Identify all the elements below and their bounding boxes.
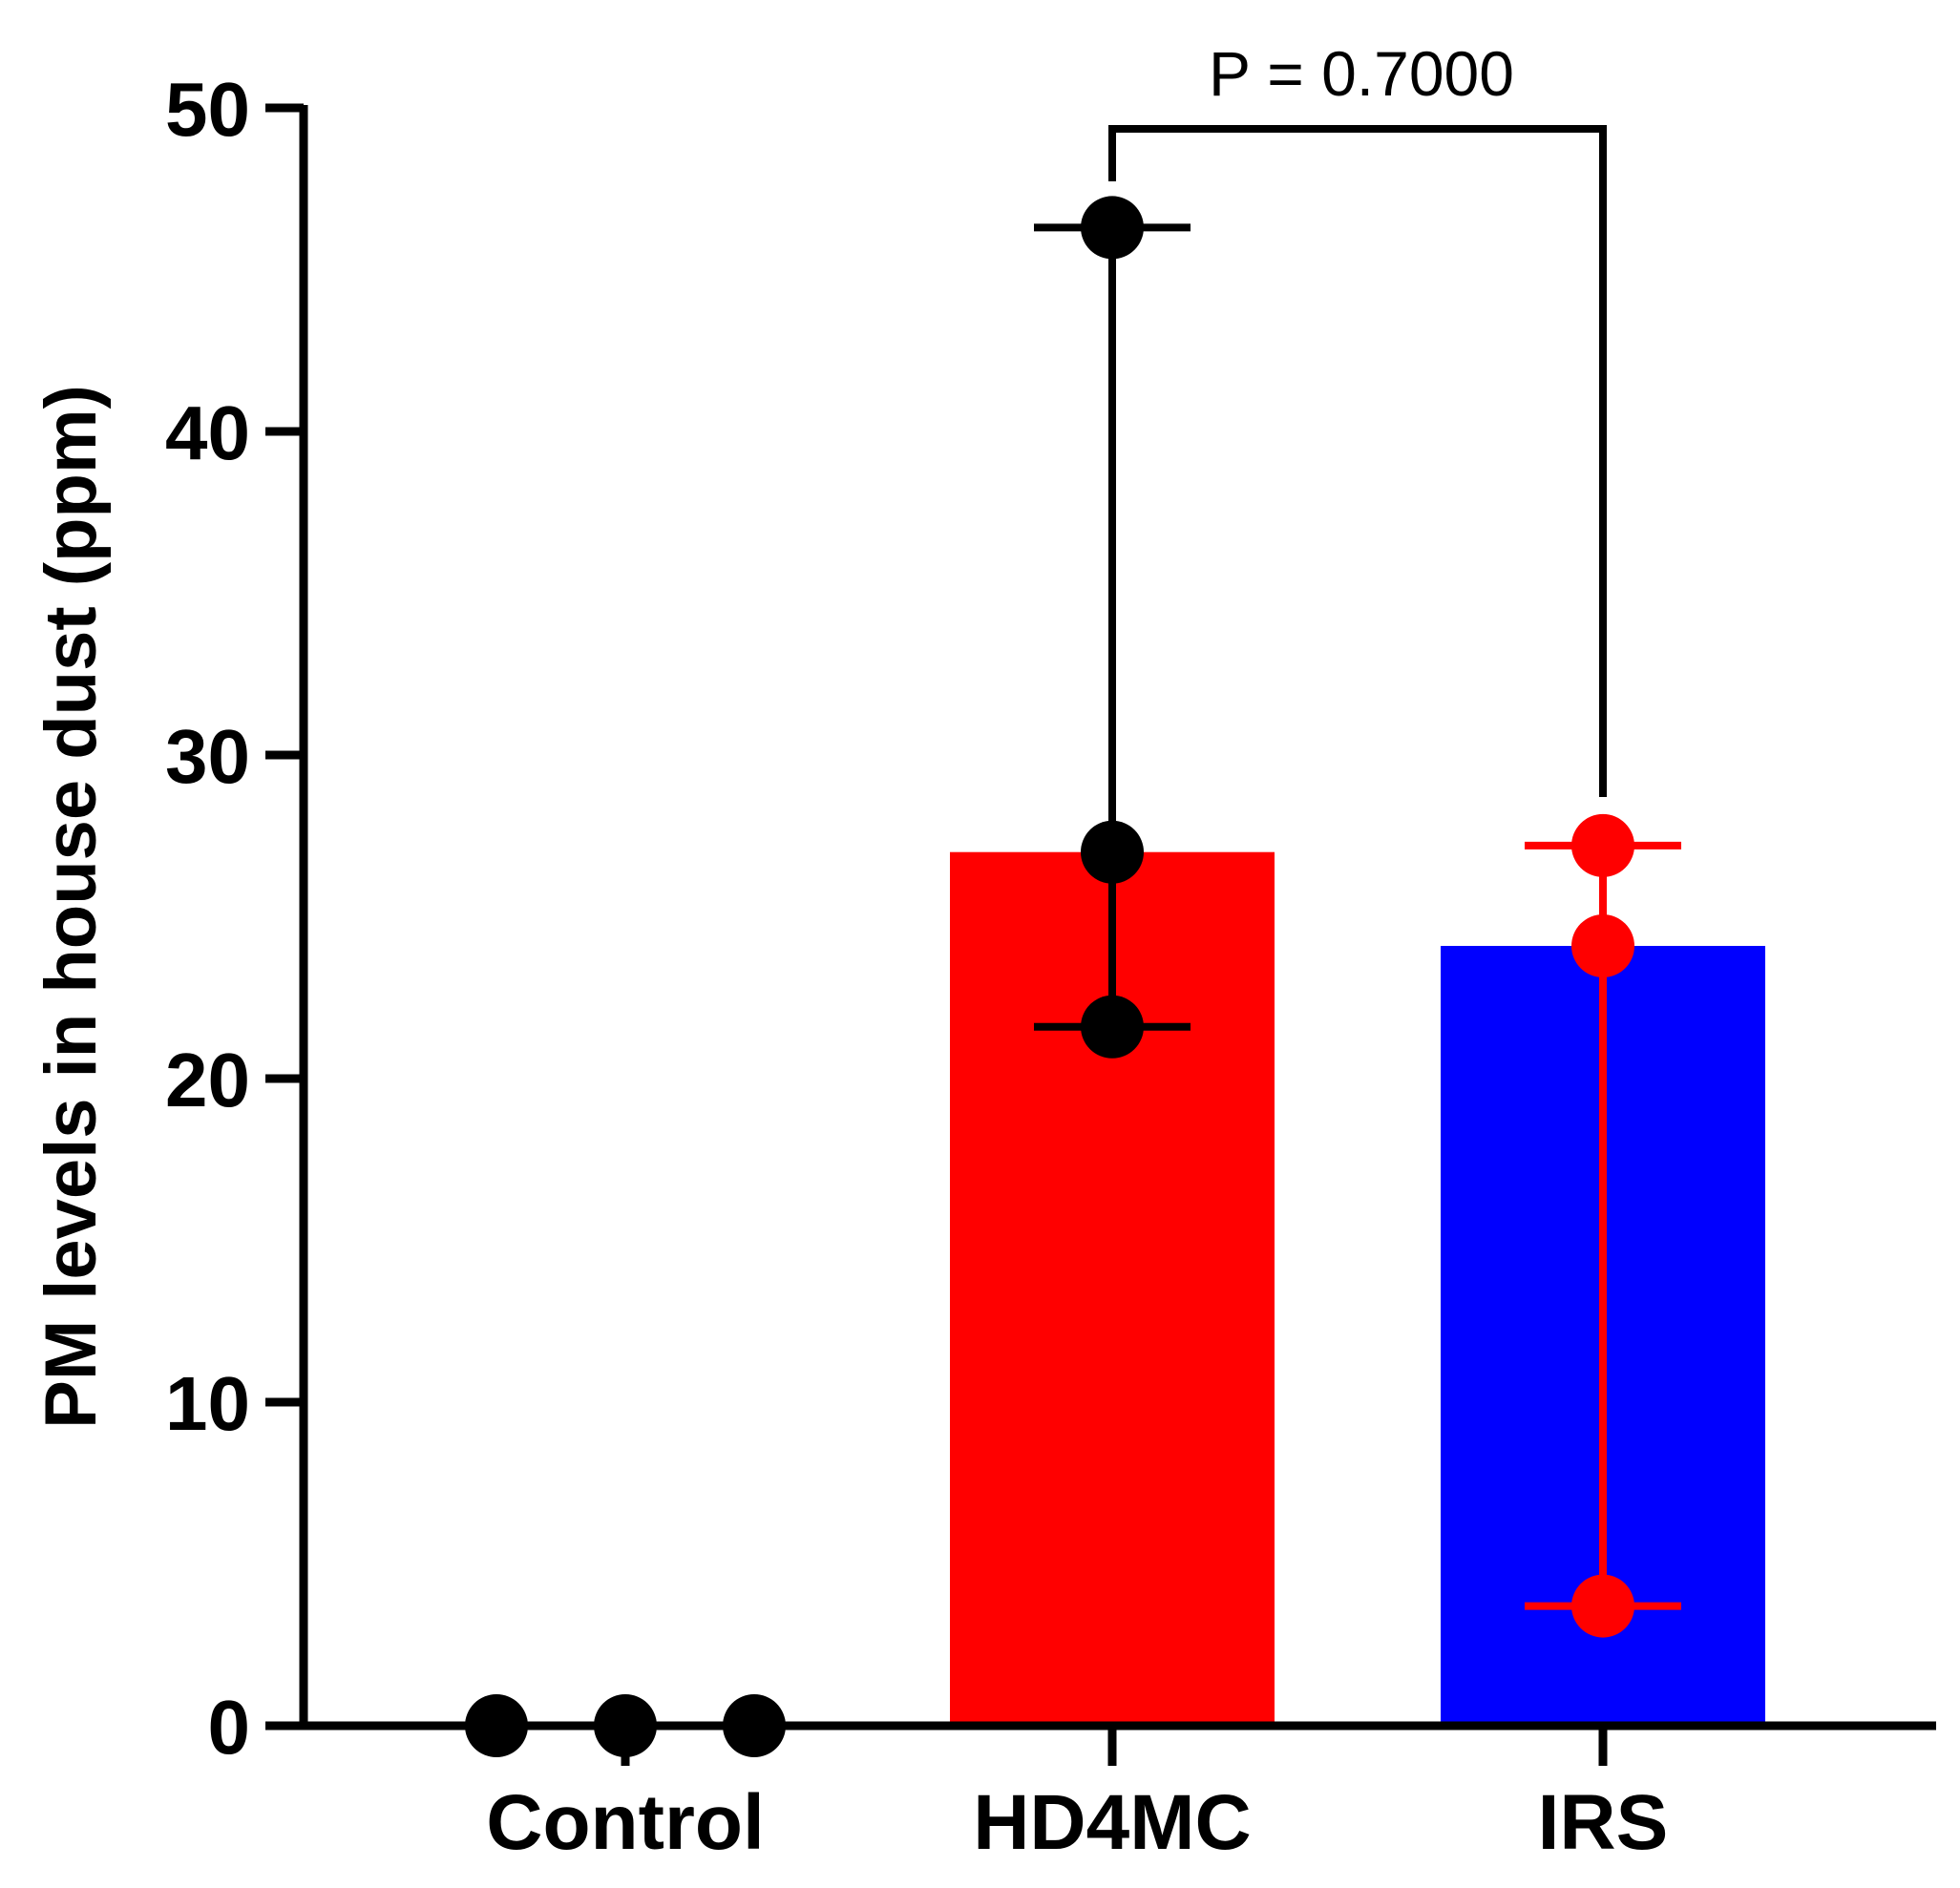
x-tick-label-control: Control: [486, 1779, 764, 1866]
data-point-hd4mc: [1081, 995, 1144, 1059]
y-tick-label: 20: [165, 1038, 250, 1122]
data-point-irs: [1571, 813, 1634, 877]
axes-layer: [299, 105, 1936, 1731]
data-point-irs: [1571, 914, 1634, 978]
p-value-annotation: P = 0.7000: [1209, 38, 1514, 109]
significance-bracket: P = 0.7000: [1108, 38, 1607, 797]
y-tick-label: 10: [165, 1361, 250, 1446]
data-point-irs: [1571, 1574, 1634, 1638]
y-tick-label: 0: [208, 1685, 251, 1770]
y-ticks-layer: 0 10 20 30 40 50: [165, 67, 304, 1770]
x-tick-label-hd4mc: HD4MC: [973, 1779, 1252, 1866]
y-axis-label: PM levels in house dust (ppm): [31, 385, 112, 1429]
y-tick-label: 50: [165, 67, 250, 152]
bars-layer: [950, 851, 1765, 1726]
significance-bracket-line: [1108, 125, 1607, 797]
data-point-hd4mc: [1081, 196, 1144, 260]
data-point-hd4mc: [1081, 820, 1144, 884]
y-tick-label: 30: [165, 714, 250, 799]
y-tick-label: 40: [165, 390, 250, 475]
x-ticks-layer: Control HD4MC IRS: [486, 1726, 1668, 1866]
x-tick-label-irs: IRS: [1538, 1779, 1669, 1866]
